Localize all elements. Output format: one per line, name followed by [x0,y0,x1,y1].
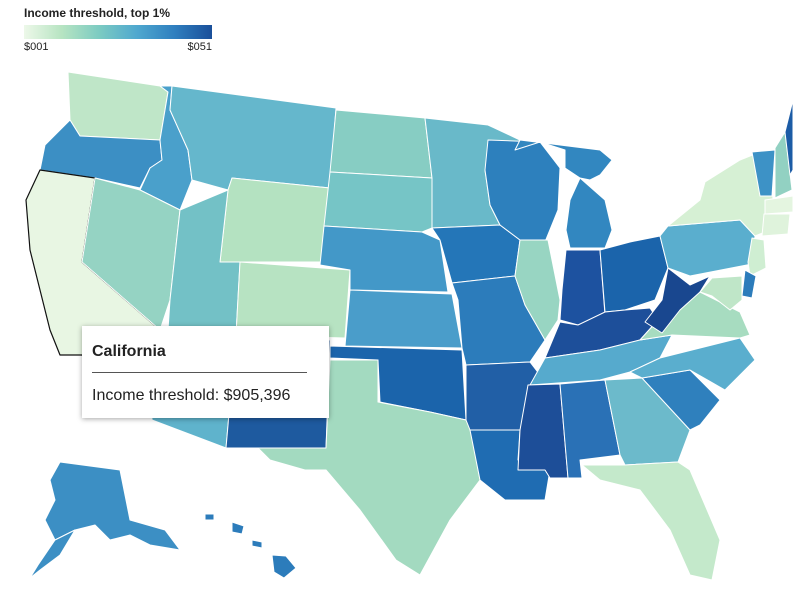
state-FL[interactable]: Florida [581,461,721,581]
state-OH[interactable]: Ohio [599,235,669,313]
state-MI-lower[interactable]: Michigan [565,177,613,249]
legend-title: Income threshold, top 1% [24,6,171,20]
legend-min-label: $001 [24,41,49,53]
state-CO[interactable]: Colorado [235,261,351,339]
state-VT[interactable]: Vermont [751,149,776,197]
legend: Income threshold, top 1% $001 $051 [24,5,214,57]
legend-max-label: $051 [187,41,212,53]
state-IL[interactable]: Illinois [514,239,561,341]
state-HI-maui[interactable]: Hawaii [231,521,245,535]
state-HI-molokai[interactable]: Hawaii [251,539,263,549]
legend-color-ramp [24,25,212,39]
state-PA[interactable]: Pennsylvania [659,219,756,277]
state-WA[interactable]: Washington [67,71,169,141]
state-SD[interactable]: South Dakota [323,171,433,233]
state-AK-tail[interactable]: Alaska [29,529,76,579]
tooltip-divider [92,372,307,373]
state-TX[interactable]: Texas [257,359,481,576]
state-IN[interactable]: Indiana [559,249,606,326]
state-NC[interactable]: North Carolina [629,337,756,391]
state-CT[interactable]: Connecticut [761,213,791,237]
state-KS[interactable]: Kansas [344,289,463,349]
state-ME[interactable]: Maine [784,99,793,176]
state-MA[interactable]: Massachusetts [764,195,793,215]
state-NH[interactable]: New Hampshire [774,131,793,199]
state-NE[interactable]: Nebraska [319,225,449,293]
state-DE[interactable]: Delaware [741,269,757,299]
state-WY[interactable]: Wyoming [219,177,331,263]
state-NJ[interactable]: New Jersey [747,237,767,277]
state-HI-oahu[interactable]: Hawaii [204,513,215,521]
state-MD[interactable]: Maryland [699,275,743,311]
state-MT[interactable]: Montana [169,85,337,191]
tooltip-value-line: Income threshold: $905,396 [92,387,291,404]
state-AK[interactable]: Alaska [44,461,181,551]
state-ND[interactable]: North Dakota [329,109,433,179]
legend-labels: $001 $051 [24,41,214,57]
state-tooltip: California Income threshold: $905,396 [82,326,329,418]
state-WV[interactable]: West Virginia [644,267,711,334]
tooltip-state-name: California [92,343,166,360]
state-HI[interactable]: Hawaii [271,554,297,579]
state-MS[interactable]: Mississippi [517,383,569,479]
